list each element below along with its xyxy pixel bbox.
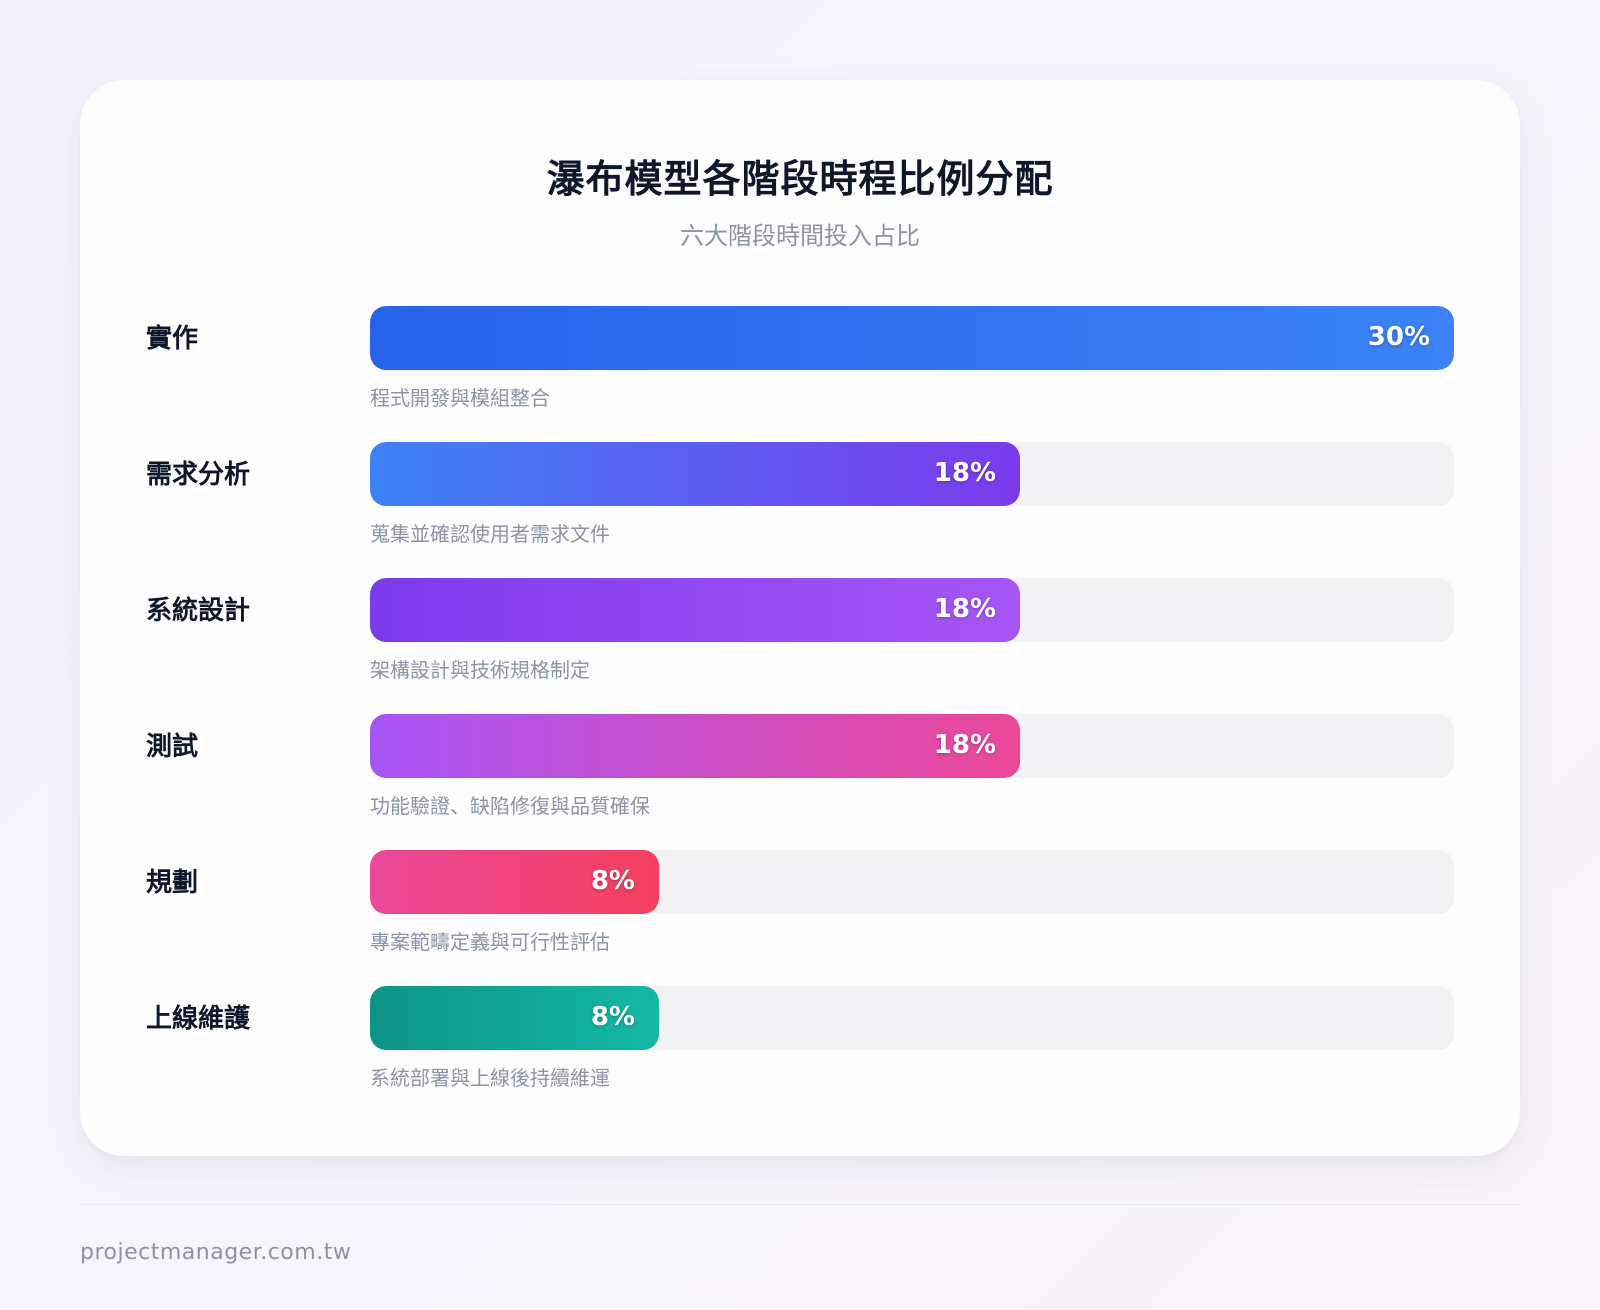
bar-description: 專案範疇定義與可行性評估 [370,930,610,954]
bar-value-label: 30% [1367,322,1430,352]
bar-track: 18% [370,714,1454,778]
category-label: 測試 [146,732,199,762]
bar-track: 18% [370,578,1454,642]
bar-row: 上線維護 8% 系統部署與上線後持續維運 [80,986,1520,1122]
bar-description: 蒐集並確認使用者需求文件 [370,522,610,546]
bar-description: 架構設計與技術規格制定 [370,658,590,682]
category-label: 實作 [146,324,199,354]
bar-row: 需求分析 18% 蒐集並確認使用者需求文件 [80,442,1520,578]
category-label: 系統設計 [146,596,251,626]
bar-description: 系統部署與上線後持續維運 [370,1066,610,1090]
footer-source: projectmanager.com.tw [80,1240,352,1265]
bar-track: 30% [370,306,1454,370]
bar-row: 實作 30% 程式開發與模組整合 [80,306,1520,442]
bar-fill: 8% [370,986,659,1050]
bar-track: 8% [370,850,1454,914]
bar-description: 程式開發與模組整合 [370,386,550,410]
footer-divider [80,1204,1520,1205]
bar-track: 18% [370,442,1454,506]
bar-value-label: 18% [933,594,996,624]
bar-fill: 30% [370,306,1454,370]
category-label: 規劃 [146,868,199,898]
bar-description: 功能驗證、缺陷修復與品質確保 [370,794,650,818]
bar-rows: 實作 30% 程式開發與模組整合需求分析 18% 蒐集並確認使用者需求文件系統設計 18%… [80,306,1520,1122]
bar-fill: 8% [370,850,659,914]
bar-fill: 18% [370,714,1020,778]
bar-row: 規劃 8% 專案範疇定義與可行性評估 [80,850,1520,986]
chart-subtitle: 六大階段時間投入占比 [680,222,920,250]
category-label: 上線維護 [146,1004,251,1034]
bar-value-label: 8% [590,866,635,896]
bar-row: 測試 18% 功能驗證、缺陷修復與品質確保 [80,714,1520,850]
bar-track: 8% [370,986,1454,1050]
chart-card: 瀑布模型各階段時程比例分配 六大階段時間投入占比 實作 30% 程式開發與模組整合需… [80,80,1520,1156]
bar-fill: 18% [370,442,1020,506]
bar-value-label: 18% [933,458,996,488]
category-label: 需求分析 [146,460,251,490]
bar-fill: 18% [370,578,1020,642]
bar-value-label: 8% [590,1002,635,1032]
bar-row: 系統設計 18% 架構設計與技術規格制定 [80,578,1520,714]
bar-value-label: 18% [933,730,996,760]
chart-title: 瀑布模型各階段時程比例分配 [546,157,1054,201]
